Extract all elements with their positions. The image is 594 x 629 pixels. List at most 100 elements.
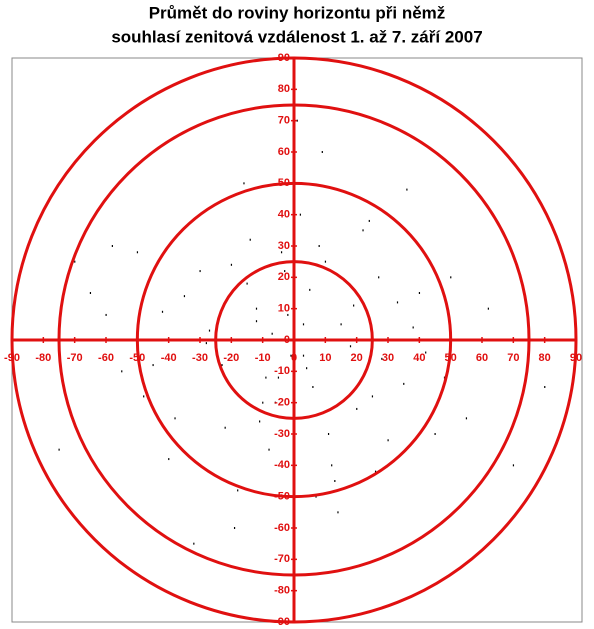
point (396, 301, 399, 304)
point (121, 370, 123, 373)
point (362, 229, 364, 232)
point (381, 357, 383, 360)
point (143, 395, 145, 398)
point (309, 288, 311, 291)
x-tick-label: -70 (67, 352, 83, 364)
point (302, 354, 305, 357)
x-tick-label: 70 (507, 352, 519, 364)
point (287, 313, 289, 316)
point (89, 292, 92, 294)
point (105, 313, 107, 316)
point (199, 270, 201, 273)
y-tick-label: 10 (278, 303, 290, 315)
x-tick-label: 80 (539, 352, 551, 364)
point (230, 263, 233, 266)
x-tick-label: 90 (570, 352, 582, 364)
y-tick-label: -40 (274, 459, 290, 471)
x-tick-label: 10 (319, 352, 331, 364)
point (302, 323, 305, 326)
point (321, 151, 323, 153)
point (265, 376, 267, 379)
point (280, 251, 283, 254)
point (290, 354, 292, 357)
point (443, 376, 446, 379)
y-tick-label: -30 (274, 428, 290, 440)
point (349, 345, 352, 348)
point (174, 417, 176, 420)
point (387, 439, 389, 442)
point (111, 245, 113, 247)
point (152, 364, 154, 367)
point (183, 295, 186, 298)
y-tick-label: 30 (278, 240, 290, 252)
point (161, 310, 164, 313)
point (249, 238, 251, 241)
point (136, 251, 139, 254)
point (403, 382, 405, 385)
x-tick-label: -80 (35, 352, 51, 364)
point (224, 426, 226, 429)
point (324, 260, 327, 263)
y-tick-label: -60 (274, 522, 290, 534)
point (74, 260, 76, 263)
x-tick-label: -90 (4, 352, 20, 364)
y-tick-label: -10 (274, 365, 290, 377)
point (434, 433, 436, 435)
chart-title: Průmět do roviny horizontu při němž (149, 3, 446, 22)
point (318, 245, 320, 247)
point (58, 448, 60, 451)
point (356, 407, 358, 410)
x-tick-label: 50 (445, 352, 457, 364)
point (512, 464, 515, 467)
x-tick-label: -60 (98, 352, 114, 364)
y-tick-label: 40 (278, 209, 290, 221)
x-tick-label: -50 (129, 352, 145, 364)
y-tick-label: 70 (278, 115, 290, 127)
y-tick-label: 80 (278, 83, 290, 95)
x-tick-label: -20 (223, 352, 239, 364)
point (284, 270, 286, 273)
y-tick-label: 90 (278, 52, 290, 64)
x-tick-label: 20 (351, 352, 363, 364)
chart-title: souhlasí zenitová vzdálenost 1. až 7. zá… (111, 27, 482, 46)
point (353, 304, 355, 307)
y-tick-label: -20 (274, 397, 290, 409)
point (450, 276, 452, 279)
point (237, 489, 239, 492)
x-tick-label: -10 (255, 352, 271, 364)
x-tick-label: -40 (161, 352, 177, 364)
point (255, 320, 258, 323)
point (418, 292, 421, 294)
point (255, 307, 258, 310)
point (371, 395, 374, 398)
point (368, 219, 370, 222)
point (259, 420, 261, 423)
point (312, 386, 314, 388)
point (274, 401, 276, 404)
point (208, 329, 211, 332)
point (412, 326, 414, 329)
point (425, 351, 427, 354)
point (337, 511, 339, 514)
y-tick-label: -90 (274, 616, 290, 628)
point (487, 307, 489, 310)
point (299, 213, 301, 216)
point (544, 386, 546, 388)
point (406, 188, 408, 191)
y-tick-label: 20 (278, 271, 290, 283)
x-tick-label: 30 (382, 352, 394, 364)
point (271, 332, 273, 335)
point (331, 464, 333, 467)
y-tick-label: 50 (278, 177, 290, 189)
x-tick-label: 40 (413, 352, 425, 364)
x-tick-label: 60 (476, 352, 488, 364)
x-tick-label: 0 (291, 352, 297, 364)
point (221, 364, 223, 367)
point (465, 417, 468, 420)
point (296, 119, 298, 122)
point (246, 282, 248, 285)
point (315, 495, 317, 498)
point (306, 367, 308, 370)
